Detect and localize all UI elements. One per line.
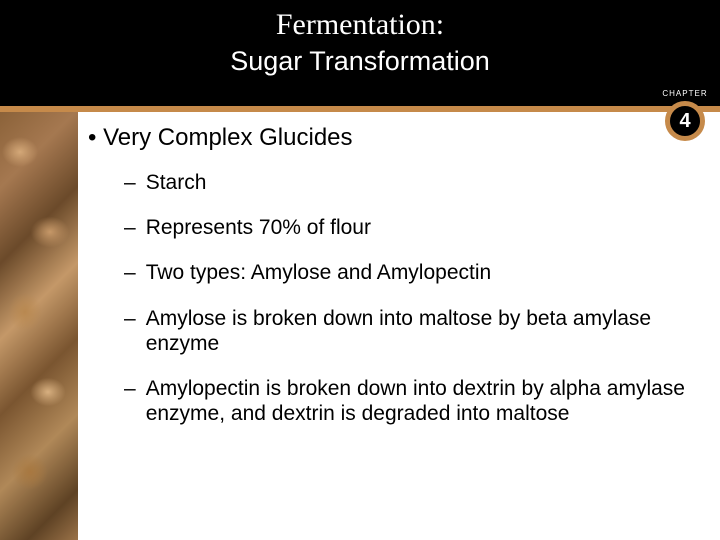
main-bullet-text: Very Complex Glucides xyxy=(103,124,352,151)
sub-item: – Amylopectin is broken down into dextri… xyxy=(124,376,690,426)
bullet-dot: • xyxy=(88,124,103,151)
dash-icon: – xyxy=(124,306,136,331)
sub-item: – Starch xyxy=(124,170,690,195)
title-line-2: Sugar Transformation xyxy=(0,46,720,77)
slide-header: Fermentation: Sugar Transformation xyxy=(0,0,720,106)
chapter-label: CHAPTER xyxy=(662,88,708,99)
sub-item: – Represents 70% of flour xyxy=(124,215,690,240)
sub-list: – Starch – Represents 70% of flour – Two… xyxy=(124,170,690,426)
dash-icon: – xyxy=(124,170,136,195)
sub-item-text: Starch xyxy=(146,170,207,195)
sub-item: – Amylose is broken down into maltose by… xyxy=(124,306,690,356)
sub-item-text: Two types: Amylose and Amylopectin xyxy=(146,260,492,285)
accent-bar xyxy=(0,106,720,112)
sub-item-text: Represents 70% of flour xyxy=(146,215,371,240)
sub-item-text: Amylose is broken down into maltose by b… xyxy=(146,306,690,356)
dash-icon: – xyxy=(124,260,136,285)
content-area: • Very Complex Glucides – Starch – Repre… xyxy=(88,124,690,446)
sub-item: – Two types: Amylose and Amylopectin xyxy=(124,260,690,285)
bread-photo xyxy=(0,112,78,540)
title-line-1: Fermentation: xyxy=(0,8,720,42)
dash-icon: – xyxy=(124,376,136,401)
dash-icon: – xyxy=(124,215,136,240)
main-bullet: • Very Complex Glucides xyxy=(88,124,690,152)
sub-item-text: Amylopectin is broken down into dextrin … xyxy=(146,376,690,426)
